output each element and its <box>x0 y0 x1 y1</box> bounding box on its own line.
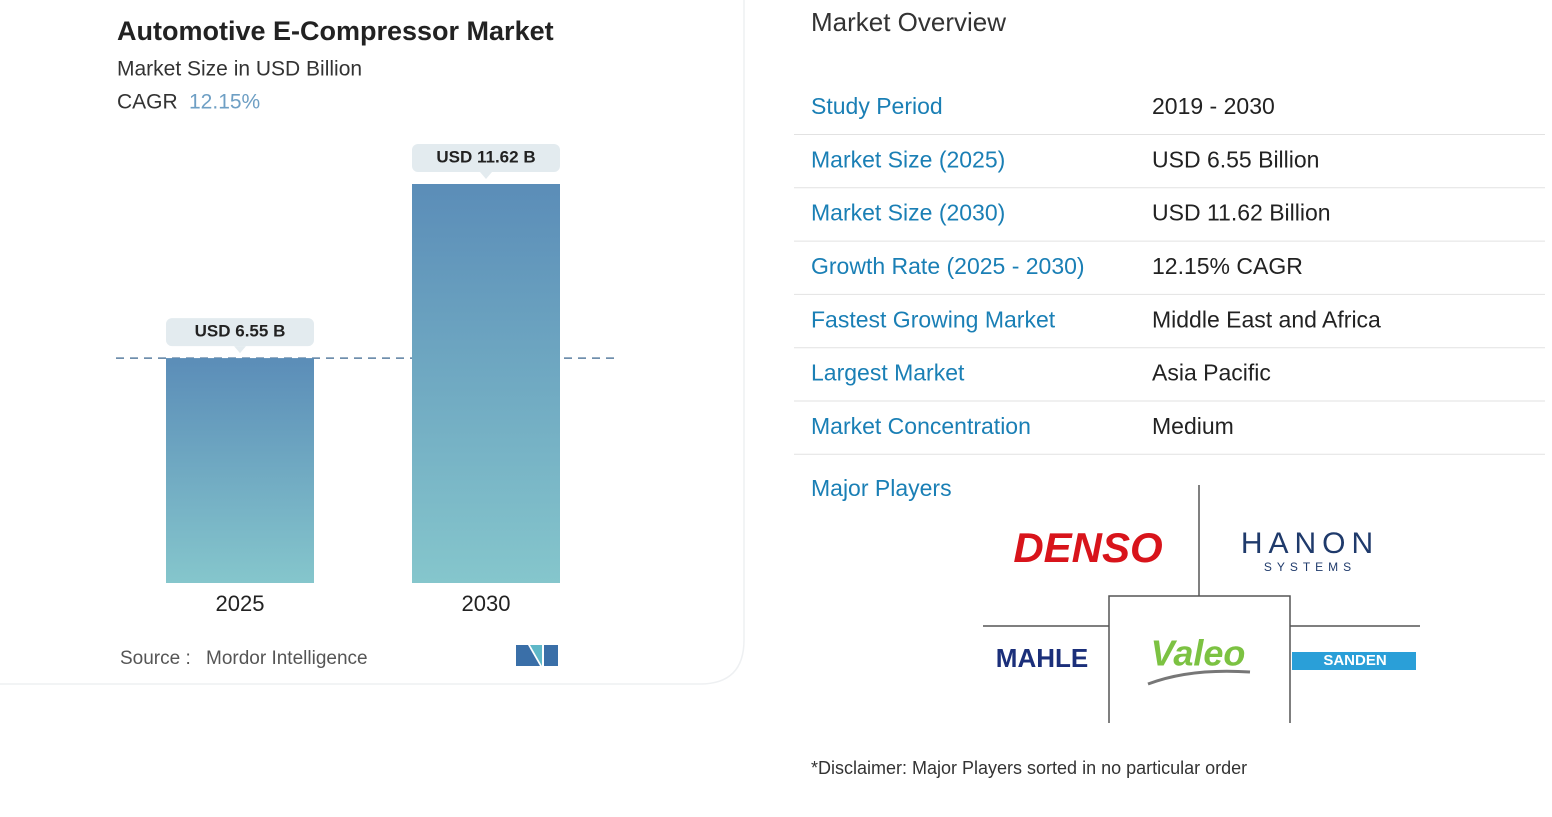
cagr-label: CAGR <box>117 91 178 114</box>
chart-title: Automotive E-Compressor Market <box>117 16 554 46</box>
source: Mordor Intelligence <box>206 648 368 669</box>
row-label: Largest Market <box>811 360 965 386</box>
logo-sanden: SANDEN <box>1323 652 1386 669</box>
row-label: Market Concentration <box>811 413 1031 439</box>
row-value: USD 11.62 Billion <box>1152 200 1331 226</box>
row-value: Medium <box>1152 413 1234 439</box>
row-label: Study Period <box>811 93 943 119</box>
source-logo <box>516 645 558 666</box>
bar <box>412 184 560 583</box>
logo-denso: DENSO <box>1013 524 1162 571</box>
x-tick-label: 2025 <box>216 591 265 616</box>
x-tick-label: 2030 <box>462 591 511 616</box>
cagr-value: 12.15% <box>189 91 260 114</box>
value-label-pointer <box>234 346 246 354</box>
row-label: Market Size (2030) <box>811 200 1005 226</box>
source-label: Source : <box>120 648 191 669</box>
row-value: Middle East and Africa <box>1152 306 1381 332</box>
chart-subtitle: Market Size in USD Billion <box>117 58 362 81</box>
valeo-swoosh <box>1147 669 1251 686</box>
logo-hanon: HANON <box>1241 527 1379 560</box>
overview-title: Market Overview <box>811 7 1006 37</box>
value-label-bg <box>166 318 314 347</box>
logo-hanon-sub: SYSTEMS <box>1264 560 1356 574</box>
bar <box>166 358 314 583</box>
row-label: Market Size (2025) <box>811 146 1005 172</box>
logo-mahle: MAHLE <box>996 643 1088 673</box>
value-label: USD 6.55 B <box>195 322 286 341</box>
row-label: Fastest Growing Market <box>811 306 1056 332</box>
value-label-pointer <box>480 172 492 179</box>
row-label: Growth Rate (2025 - 2030) <box>811 253 1085 279</box>
logo-grid <box>983 485 1420 723</box>
disclaimer: *Disclaimer: Major Players sorted in no … <box>811 758 1247 778</box>
row-value: 12.15% CAGR <box>1152 253 1303 279</box>
value-label: USD 11.62 B <box>436 147 535 166</box>
major-players-label: Major Players <box>811 475 952 501</box>
row-value: 2019 - 2030 <box>1152 93 1275 119</box>
value-label-bg <box>412 144 560 172</box>
row-value: Asia Pacific <box>1152 360 1271 386</box>
sanden-bg <box>1292 652 1416 670</box>
card-border <box>0 0 745 685</box>
logo-valeo: Valeo <box>1151 633 1246 674</box>
row-value: USD 6.55 Billion <box>1152 146 1319 172</box>
